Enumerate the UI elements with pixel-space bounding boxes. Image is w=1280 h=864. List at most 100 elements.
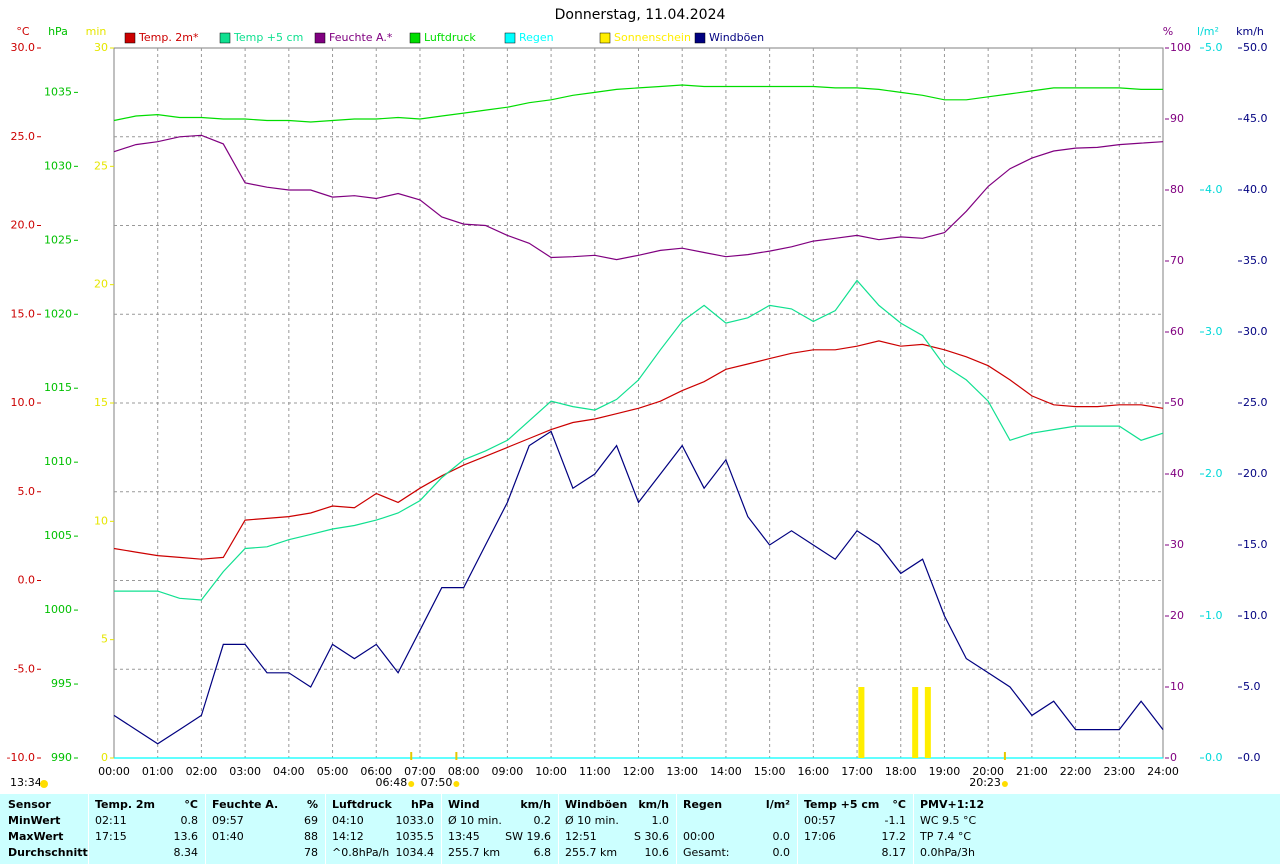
header-unit: % (306, 798, 318, 811)
y-tick-label: 0 (1170, 751, 1177, 764)
y-tick-label: 15 (94, 396, 108, 409)
y-tick-label: 1015 (44, 381, 72, 394)
x-tick-label: 01:00 (142, 765, 174, 778)
header-unit: km/h (638, 798, 669, 811)
legend-swatch (504, 32, 516, 44)
cell-value: 0.8 (180, 814, 199, 827)
cell-value: 88 (304, 830, 318, 843)
legend-label: Sonnenschein (614, 31, 691, 44)
y-tick-label: 70 (1170, 254, 1184, 267)
y-tick-label: 990 (51, 751, 72, 764)
col-sep (88, 794, 89, 864)
y-tick-label: 40 (1170, 467, 1184, 480)
series-line (113, 84, 1163, 123)
legend-swatch (124, 32, 136, 44)
header-cell: Windböen (565, 798, 628, 811)
cell-value: 13.6 (173, 830, 199, 843)
legend-label: Feuchte A.* (329, 31, 393, 44)
legend-label: Luftdruck (424, 31, 476, 44)
header-unit: °C (892, 798, 906, 811)
annotation-label: 20:23 (969, 776, 1001, 789)
cell-left: 17:15 (95, 830, 127, 843)
y-tick-label: 2.0 (1205, 467, 1223, 480)
x-tick-label: 14:00 (710, 765, 742, 778)
header-cell: Luftdruck (332, 798, 392, 811)
cell-left: 13:45 (448, 830, 480, 843)
cell-value: 0.2 (533, 814, 552, 827)
col-sep (797, 794, 798, 864)
y-tick-label: 30.0 (11, 41, 36, 54)
cell-left: 12:51 (565, 830, 597, 843)
y-tick-label: 1035 (44, 85, 72, 98)
y-tick-label: 25.0 (1243, 396, 1268, 409)
cell-left: WC 9.5 °C (920, 814, 977, 827)
cell-left: 02:11 (95, 814, 127, 827)
row-label: MinWert (8, 814, 61, 827)
y-tick-label: 5.0 (18, 485, 36, 498)
x-tick-label: 00:00 (98, 765, 130, 778)
y-tick-label: 15.0 (1243, 538, 1268, 551)
y-tick-label: 1025 (44, 233, 72, 246)
y-tick-label: 20 (1170, 609, 1184, 622)
x-tick-label: 15:00 (754, 765, 786, 778)
y-tick-label: 30.0 (1243, 325, 1268, 338)
header-cell: Feuchte A. (212, 798, 279, 811)
series-line (113, 430, 1164, 745)
row-label: MaxWert (8, 830, 64, 843)
cell-left: 00:00 (683, 830, 715, 843)
y-tick-label: 10.0 (11, 396, 36, 409)
y-tick-label: 20.0 (1243, 467, 1268, 480)
header-cell: Temp. 2m (95, 798, 155, 811)
y-tick-label: 50 (1170, 396, 1184, 409)
cell-left: 14:12 (332, 830, 364, 843)
y-tick-label: 10 (94, 514, 108, 527)
y-tick-label: 50.0 (1243, 41, 1268, 54)
y-tick-label: 0 (101, 751, 108, 764)
y-tick-label: 995 (51, 677, 72, 690)
cell-left: 255.7 km (448, 846, 501, 859)
y-tick-label: 100 (1170, 41, 1191, 54)
y-tick-label: 1.0 (1205, 609, 1223, 622)
col-sep (676, 794, 677, 864)
header-unit: °C (184, 798, 198, 811)
header-cell: Regen (683, 798, 723, 811)
y-tick-label: 0.0 (1205, 751, 1223, 764)
y-tick-label: 5 (101, 633, 108, 646)
cell-value: -1.1 (884, 814, 906, 827)
annotation-sun (453, 781, 460, 787)
y-tick-label: 25.0 (11, 130, 36, 143)
series-line (114, 279, 1164, 601)
cell-left: TP 7.4 °C (920, 830, 972, 843)
y-tick-label: -5.0 (14, 662, 35, 675)
y-tick-label: -10.0 (7, 751, 35, 764)
legend-label: Regen (519, 31, 554, 44)
col-sep (913, 794, 914, 864)
cell-left: ^0.8hPa/h (332, 846, 390, 859)
annotation-label: 07:50 (421, 776, 453, 789)
stats-table: Sensor Temp. 2m °C Feuchte A.% Luftdruck hPa W… (0, 794, 1280, 864)
y-tick-label: 35.0 (1243, 254, 1268, 267)
y-tick-label: 1010 (44, 455, 72, 468)
cell-value: 0.0 (772, 830, 791, 843)
x-tick-label: 24:00 (1147, 765, 1179, 778)
cell-value: 78 (304, 846, 318, 859)
y-tick-label: 25 (94, 159, 108, 172)
header-cell: Sensor (8, 798, 51, 811)
y-tick-label: 5.0 (1243, 680, 1261, 693)
axis-unit: km/h (1236, 25, 1264, 38)
x-tick-label: 19:00 (929, 765, 961, 778)
axis-unit: % (1163, 25, 1173, 38)
annotation-sun (408, 781, 415, 787)
cell-left: 17:06 (804, 830, 836, 843)
x-tick-label: 17:00 (841, 765, 873, 778)
y-tick-label: 40.0 (1243, 183, 1268, 196)
cell-left: 04:10 (332, 814, 364, 827)
y-tick-label: 0.0 (18, 574, 36, 587)
col-sep (441, 794, 442, 864)
sun-bar (912, 687, 919, 758)
cell-left: Ø 10 min. (448, 814, 502, 827)
y-tick-label: 3.0 (1205, 325, 1223, 338)
cell-value: 1033.0 (395, 814, 435, 827)
y-tick-label: 60 (1170, 325, 1184, 338)
col-sep (205, 794, 206, 864)
